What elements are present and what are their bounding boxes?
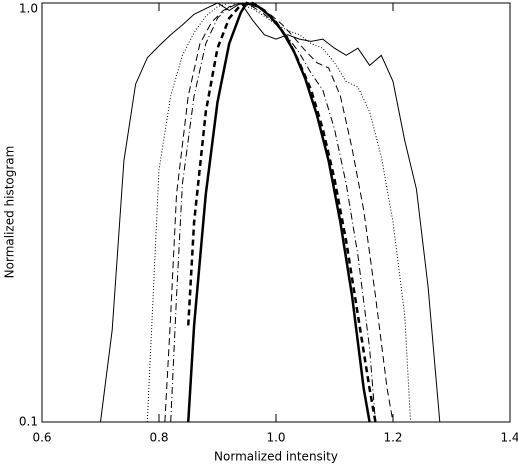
x-tick-label: 1.2 (383, 431, 402, 445)
x-axis-label: Normalized intensity (214, 450, 338, 464)
x-tick-label: 1.0 (266, 431, 285, 445)
data-line (164, 2, 394, 423)
plot-frame (41, 2, 511, 423)
y-tick-label: 1.0 (19, 2, 38, 16)
data-line (146, 2, 412, 423)
data-line (187, 1, 371, 423)
data-line (170, 2, 376, 423)
x-tick-label: 0.6 (32, 431, 51, 445)
x-tick-label: 1.4 (500, 431, 518, 445)
y-axis-label: Normalized histogram (3, 146, 17, 279)
y-tick-label: 0.1 (19, 415, 38, 429)
data-line (100, 2, 441, 423)
data-line (187, 1, 377, 423)
x-tick-label: 0.8 (149, 431, 168, 445)
